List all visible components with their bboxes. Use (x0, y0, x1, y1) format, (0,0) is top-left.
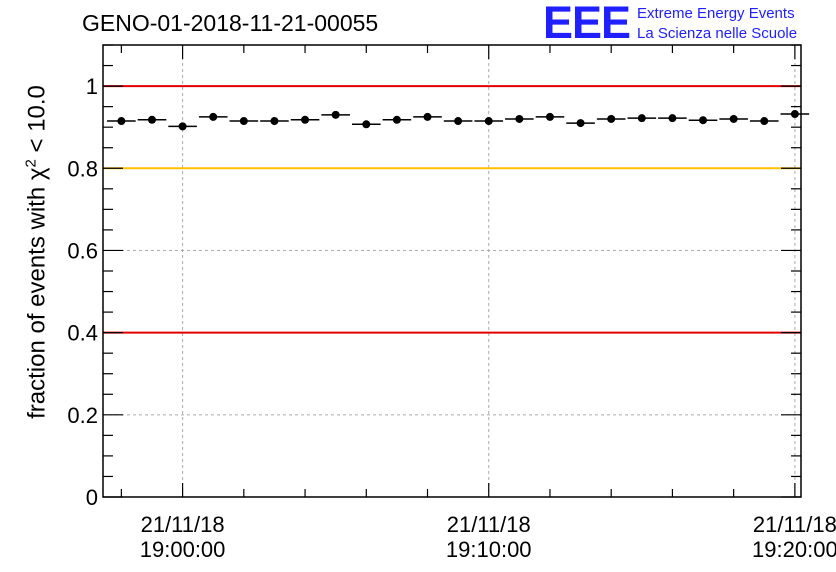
logo-line-1: Extreme Energy Events (637, 5, 795, 22)
data-point (301, 115, 310, 124)
data-point (423, 112, 432, 121)
y-tick-label: 0.8 (67, 156, 98, 181)
y-tick-label: 0 (86, 485, 98, 510)
logo-line-2: La Scienza nelle Scuole (637, 25, 798, 42)
data-point (484, 117, 493, 126)
data-point (699, 116, 708, 125)
data-point (760, 117, 769, 126)
y-axis-label-condition: < 10.0 (23, 85, 51, 153)
plot-frame (102, 44, 802, 498)
x-tick-label-time: 19:00:00 (140, 537, 226, 562)
data-point (117, 117, 126, 126)
data-point (331, 110, 340, 119)
x-tick-label-time: 19:10:00 (446, 537, 532, 562)
x-tick-label-time: 19:20:00 (752, 537, 836, 562)
y-tick-label: 0.6 (67, 238, 98, 263)
data-point (239, 117, 248, 126)
y-tick-label: 0.4 (67, 321, 98, 346)
data-point (790, 110, 799, 119)
data-point (729, 114, 738, 123)
grid (103, 45, 801, 497)
data-point (576, 119, 585, 128)
x-tick-label-date: 21/11/18 (753, 512, 836, 537)
data-point (362, 120, 371, 129)
x-tick-label-date: 21/11/18 (447, 512, 531, 537)
x-tick-label-date: 21/11/18 (141, 512, 225, 537)
y-axis-label: fraction of events with χ2 < 10.0 (23, 85, 52, 419)
reference-lines (103, 85, 801, 334)
chart-title: GENO-01-2018-11-21-00055 (82, 10, 379, 36)
logo-mark: EEE (543, 0, 631, 48)
data-point (545, 112, 554, 121)
data-point (454, 117, 463, 126)
data-point (147, 115, 156, 124)
y-tick-label: 0.2 (67, 403, 98, 428)
data-point (270, 117, 279, 126)
axis-ticks: 00.20.40.60.8121/11/1819:00:0021/11/1819… (67, 44, 836, 562)
data-point (392, 115, 401, 124)
y-tick-label: 1 (86, 74, 98, 99)
data-point (178, 122, 187, 131)
data-point (209, 112, 218, 121)
data-point (515, 114, 524, 123)
data-point (607, 114, 616, 123)
y-axis-label-text: fraction of events with (23, 186, 51, 419)
y-axis-label-exponent: 2 (22, 159, 40, 168)
data-point (668, 114, 677, 123)
y-axis-label-symbol: χ (23, 167, 51, 181)
data-points (107, 110, 810, 131)
data-point (637, 114, 646, 123)
